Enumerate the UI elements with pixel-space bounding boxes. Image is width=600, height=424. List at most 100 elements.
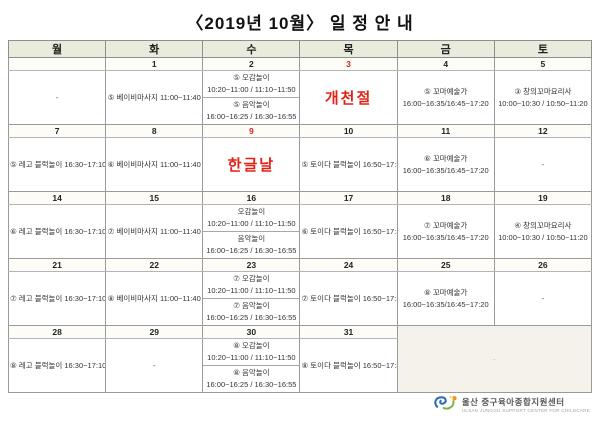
merged-empty-cell: - — [396, 325, 593, 393]
activity-time: 10:20~11:00 / 11:10~11:50 — [207, 353, 296, 362]
activity-title: ⑦ 베이비마사지 11:00~11:40 — [107, 226, 201, 236]
center-logo-icon — [432, 393, 458, 417]
activity-title: ⑤ 오감놀이 — [233, 73, 270, 83]
activity-title: ⑦ 토이다 블럭놀이 16:50~17:30 — [301, 293, 398, 303]
date-cell: 28 — [7, 325, 107, 339]
empty-cell: - — [493, 137, 593, 192]
activity-time: 16:00~16:35/16:45~17:20 — [402, 299, 489, 309]
content-row: ⑤ 레고 블럭놀이 16:30~17:10 ⑥ 베이비마사지 11:00~11:4… — [7, 137, 593, 192]
date-cell — [7, 57, 107, 71]
date-cell: 8 — [105, 124, 204, 138]
date-cell: 10 — [299, 124, 398, 138]
activity-cell: ⑧ 레고 블럭놀이 16:30~17:10 — [7, 338, 107, 393]
activity-title: 음악놀이 — [237, 233, 266, 243]
empty-cell: - — [493, 271, 593, 326]
activity-block: ⑦ 음악놀이 16:00~16:25 / 16:30~16:55 — [203, 298, 299, 324]
date-cell: 12 — [493, 124, 593, 138]
date-cell: 23 — [202, 258, 301, 272]
activity-title: ⑤ 레고 블럭놀이 16:30~17:10 — [10, 159, 106, 169]
empty-cell: - — [7, 70, 107, 125]
date-cell: 31 — [299, 325, 398, 339]
activity-cell: ⑤ 꼬마예술가 16:00~16:35/16:45~17:20 — [396, 70, 495, 125]
day-header: 화 — [105, 40, 204, 58]
activity-cell: ⑧ 토이다 블럭놀이 16:50~17:30 — [299, 338, 398, 393]
empty-cell: - — [105, 338, 204, 393]
activity-time: 10:20~11:00 / 11:10~11:50 — [207, 286, 296, 295]
activity-cell: ⑤ 레고 블럭놀이 16:30~17:10 — [7, 137, 107, 192]
activity-title: ⑤ 베이비마사지 11:00~11:40 — [107, 92, 201, 102]
activity-cell-split: ⑤ 오감놀이 10:20~11:00 / 11:10~11:50 ⑤ 음악놀이 16:… — [202, 70, 301, 125]
activity-title: ⑧ 토이다 블럭놀이 16:50~17:30 — [301, 360, 398, 370]
activity-block: ⑤ 음악놀이 16:00~16:25 / 16:30~16:55 — [203, 97, 299, 123]
activity-time: 10:20~11:00 / 11:10~11:50 — [207, 85, 296, 94]
activity-title: ⑥ 베이비마사지 11:00~11:40 — [107, 159, 201, 169]
activity-time: 16:00~16:25 / 16:30~16:55 — [206, 379, 297, 389]
content-row: ⑦ 레고 블럭놀이 16:30~17:10 ⑧ 베이비마사지 11:00~11:4… — [7, 271, 593, 326]
activity-cell-split: ⑦ 오감놀이 10:20~11:00 / 11:10~11:50 ⑦ 음악놀이 16:… — [202, 271, 301, 326]
date-row: 28 29 30 31- — [7, 325, 593, 393]
activity-title: ⑤ 음악놀이 — [233, 99, 270, 109]
activity-time: 16:00~16:25 / 16:30~16:55 — [206, 111, 297, 121]
date-cell: 5 — [493, 57, 593, 71]
activity-title: ⑥ 꼬마예술가 — [424, 153, 468, 163]
date-cell: 19 — [493, 191, 593, 205]
activity-time: 10:00~10:30 / 10:50~11:20 — [498, 232, 588, 242]
activity-block: ⑧ 오감놀이 10:20~11:00 / 11:10~11:50 — [204, 340, 299, 366]
date-row: 21 22 23 24 25 26 — [7, 258, 593, 272]
date-row: 14 15 16 17 18 19 — [7, 191, 593, 205]
activity-title: ⑧ 레고 블럭놀이 16:30~17:10 — [10, 360, 106, 370]
activity-title: ⑤ 토이다 블럭놀이 16:50~17:30 — [301, 159, 398, 169]
page-title: 〈2019년 10월〉 일 정 안 내 — [186, 14, 414, 33]
date-cell: 16 — [202, 191, 301, 205]
activity-cell: ⑤ 토이다 블럭놀이 16:50~17:30 — [299, 137, 398, 192]
activity-title: ⑧ 음악놀이 — [233, 367, 270, 377]
date-cell: 15 — [105, 191, 204, 205]
activity-cell-split: ⑧ 오감놀이 10:20~11:00 / 11:10~11:50 ⑧ 음악놀이 16:… — [202, 338, 301, 393]
date-cell: 18 — [396, 191, 495, 205]
activity-title: ⑤ 꼬마예술가 — [424, 86, 468, 96]
activity-cell: ⑦ 베이비마사지 11:00~11:40 — [105, 204, 204, 259]
activity-cell: ⑥ 레고 블럭놀이 16:30~17:10 — [7, 204, 107, 259]
empty-dash: - — [152, 361, 156, 370]
date-cell: 30 — [202, 325, 301, 339]
date-cell: 22 — [105, 258, 204, 272]
activity-block: 오감놀이 10:20~11:00 / 11:10~11:50 — [204, 206, 299, 232]
holiday-cell: 개천절 — [299, 70, 398, 125]
activity-block: ⑧ 음악놀이 16:00~16:25 / 16:30~16:55 — [203, 365, 299, 391]
activity-block: ⑤ 오감놀이 10:20~11:00 / 11:10~11:50 — [204, 72, 299, 98]
activity-title: ⑥ 레고 블럭놀이 16:30~17:10 — [10, 226, 106, 236]
date-cell: 29 — [105, 325, 204, 339]
date-cell: 26 — [493, 258, 593, 272]
activity-cell: ⑧ 꼬마예술가 16:00~16:35/16:45~17:20 — [396, 271, 495, 326]
activity-cell-split: 오감놀이 10:20~11:00 / 11:10~11:50 음악놀이 16:00~1… — [202, 204, 301, 259]
date-cell: 17 — [299, 191, 398, 205]
day-header: 금 — [396, 40, 495, 58]
activity-time: 16:00~16:35/16:45~17:20 — [402, 165, 489, 175]
activity-time: 10:00~10:30 / 10:50~11:20 — [498, 98, 588, 108]
footer-org-name: 울산 중구육아종합지원센터 ULSAN JUNGGU SUPPORT CENTE… — [462, 397, 590, 413]
footer-org-name-en: ULSAN JUNGGU SUPPORT CENTER FOR CHILDCAR… — [461, 407, 590, 413]
empty-dash: - — [55, 93, 59, 102]
activity-title: ⑦ 꼬마예술가 — [424, 220, 468, 230]
holiday-label: 한글날 — [227, 157, 276, 174]
activity-cell: ⑧ 베이비마사지 11:00~11:40 — [105, 271, 204, 326]
footer-org-name-ko: 울산 중구육아종합지원센터 — [461, 396, 565, 407]
date-cell: 1 — [105, 57, 204, 71]
activity-time: 16:00~16:25 / 16:30~16:55 — [206, 312, 297, 322]
activity-block: ⑦ 오감놀이 10:20~11:00 / 11:10~11:50 — [204, 273, 299, 299]
activity-title: ⑧ 꼬마예술가 — [424, 287, 468, 297]
date-cell: 14 — [7, 191, 107, 205]
activity-cell: ⑦ 꼬마예술가 16:00~16:35/16:45~17:20 — [396, 204, 495, 259]
day-header: 토 — [493, 40, 593, 58]
activity-cell: ⑦ 토이다 블럭놀이 16:50~17:30 — [299, 271, 398, 326]
date-cell: 2 — [202, 57, 301, 71]
holiday-cell: 한글날 — [202, 137, 301, 192]
activity-time: 16:00~16:35/16:45~17:20 — [402, 232, 489, 242]
activity-title: 오감놀이 — [237, 207, 266, 217]
activity-block: 음악놀이 16:00~16:25 / 16:30~16:55 — [203, 231, 299, 257]
date-cell: 7 — [7, 124, 107, 138]
